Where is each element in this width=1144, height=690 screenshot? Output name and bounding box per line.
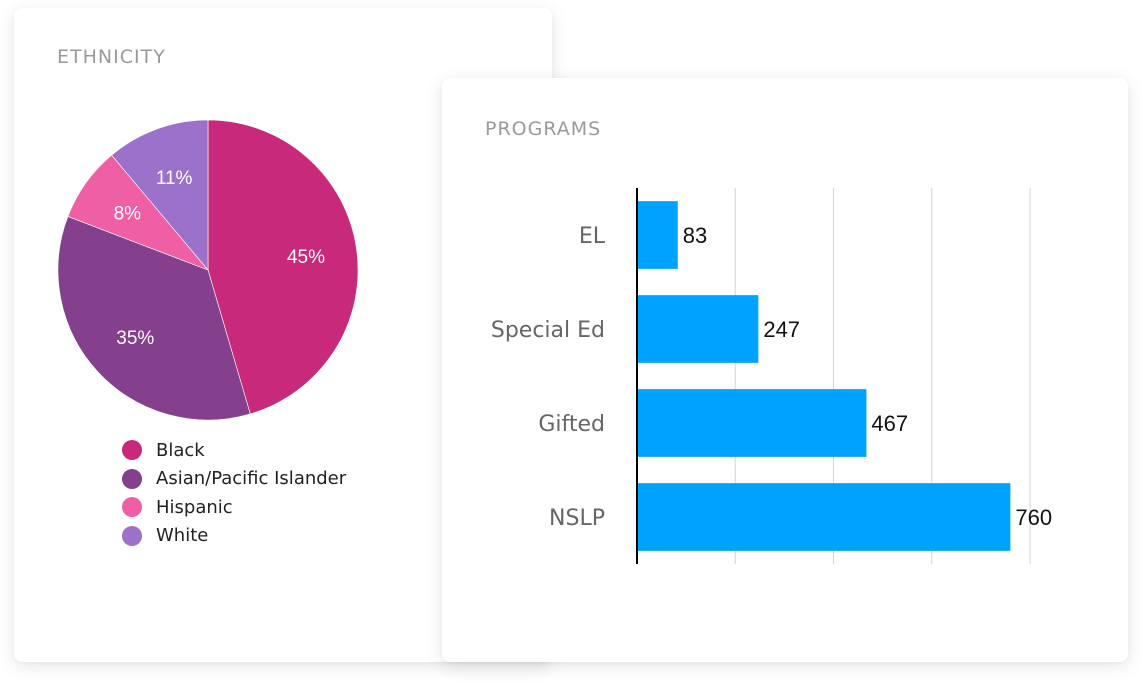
value-label-nslp: 760 xyxy=(1015,505,1052,530)
pie-slice-white xyxy=(111,119,209,271)
legend-item-black: Black xyxy=(122,436,346,465)
bar-nslp xyxy=(637,483,1011,551)
ethnicity-pie-chart: 45% 35% 8% 11% xyxy=(57,119,359,421)
legend-swatch-hispanic xyxy=(122,497,142,518)
legend-label-black: Black xyxy=(156,439,205,461)
ethnicity-legend: Black Asian/Pacific Islander Hispanic White xyxy=(122,436,346,550)
programs-bar-chart: EL 83 Special Ed 247 Gifted 467 NSLP 760 xyxy=(491,188,1052,564)
bar-special-ed xyxy=(637,295,759,363)
bar-gifted xyxy=(637,389,867,457)
legend-item-hispanic: Hispanic xyxy=(122,493,346,522)
legend-swatch-black xyxy=(122,440,142,461)
category-label-el: EL xyxy=(579,224,606,249)
category-label-nslp: NSLP xyxy=(549,506,605,531)
legend-label-hispanic: Hispanic xyxy=(156,496,233,518)
legend-swatch-asian-pacific-islander xyxy=(122,468,142,489)
legend-item-white: White xyxy=(122,522,346,551)
category-label-special-ed: Special Ed xyxy=(491,318,605,343)
legend-label-asian-pacific-islander: Asian/Pacific Islander xyxy=(156,468,347,490)
legend-swatch-white xyxy=(122,525,142,546)
pie-slice-black xyxy=(207,119,359,415)
ethnicity-title: ETHNICITY xyxy=(57,46,166,68)
pie-label-white: 11% xyxy=(156,168,193,189)
legend-item-asian-pacific-islander: Asian/Pacific Islander xyxy=(122,465,346,494)
category-label-gifted: Gifted xyxy=(538,412,605,437)
pie-label-asian-pacific-islander: 35% xyxy=(116,328,154,349)
value-label-special-ed: 247 xyxy=(763,317,800,342)
pie-slice-asian-pacific-islander xyxy=(57,216,251,421)
pie-label-black: 45% xyxy=(287,247,325,268)
value-label-gifted: 467 xyxy=(871,411,908,436)
pie-label-hispanic: 8% xyxy=(114,204,142,225)
value-label-el: 83 xyxy=(683,223,707,248)
bar-el xyxy=(637,201,678,269)
legend-label-white: White xyxy=(156,525,209,547)
programs-title: PROGRAMS xyxy=(485,118,602,140)
programs-card: PROGRAMS EL 83 Special Ed 247 Gifted 467 NSLP 7… xyxy=(442,78,1128,662)
